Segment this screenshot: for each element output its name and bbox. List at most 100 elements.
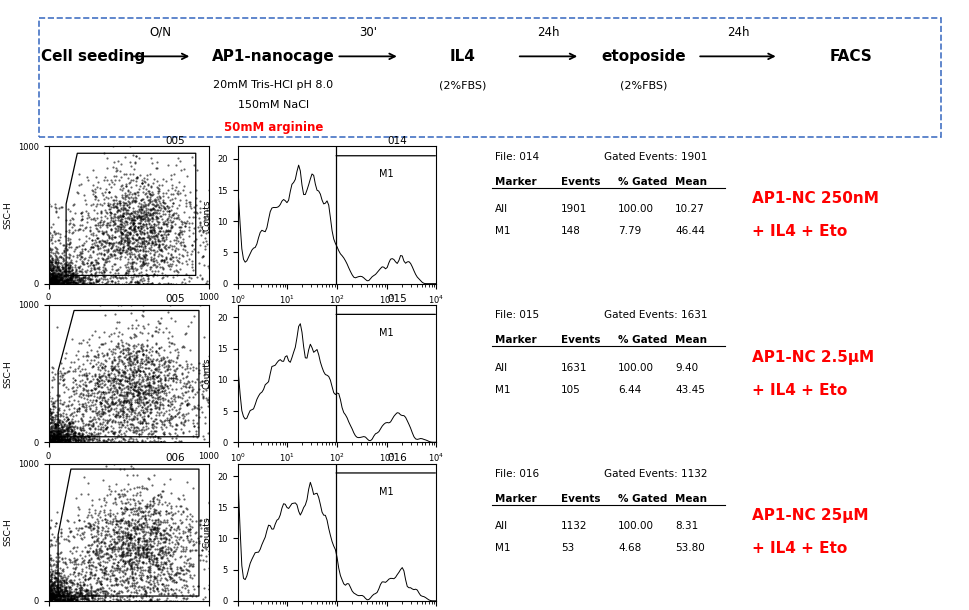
Point xyxy=(89,584,105,594)
Point xyxy=(60,594,76,604)
Point xyxy=(67,278,82,287)
Point xyxy=(155,517,171,527)
Point xyxy=(200,220,215,229)
Point xyxy=(90,421,106,431)
Point xyxy=(60,400,76,410)
Point xyxy=(47,414,62,424)
Point xyxy=(74,246,89,256)
Point xyxy=(42,278,57,288)
Point xyxy=(149,553,165,563)
Point xyxy=(88,565,104,575)
Point xyxy=(86,278,102,288)
Point xyxy=(119,239,135,248)
Point xyxy=(108,486,123,496)
Point xyxy=(113,420,129,430)
Point xyxy=(106,429,121,439)
Point xyxy=(82,519,98,529)
Point xyxy=(51,274,67,284)
Point xyxy=(43,426,58,436)
Point xyxy=(45,393,60,403)
Point xyxy=(45,591,60,601)
Point xyxy=(53,581,69,590)
Point xyxy=(165,548,180,558)
Point xyxy=(169,420,184,430)
Point xyxy=(99,548,114,558)
Point xyxy=(64,595,79,605)
Point xyxy=(143,595,159,605)
Point xyxy=(116,550,132,559)
Point xyxy=(46,436,61,445)
Point xyxy=(179,361,195,371)
Point xyxy=(126,553,141,563)
Point xyxy=(149,557,165,567)
Point xyxy=(171,267,186,277)
Point xyxy=(62,436,78,446)
Point xyxy=(71,596,86,606)
Point xyxy=(56,279,72,289)
Point xyxy=(90,362,106,372)
Point xyxy=(111,232,127,242)
Point xyxy=(70,435,85,445)
Point xyxy=(165,376,180,386)
Point xyxy=(113,356,129,365)
Point xyxy=(59,425,75,434)
Point xyxy=(53,590,69,600)
Point xyxy=(81,244,97,254)
Point xyxy=(51,570,67,580)
Point xyxy=(109,206,124,216)
Point xyxy=(78,258,94,268)
Point xyxy=(79,172,95,182)
Point xyxy=(148,356,164,365)
Point xyxy=(164,384,179,394)
Point xyxy=(41,199,56,209)
Point xyxy=(142,154,158,163)
Point xyxy=(125,523,141,533)
Point xyxy=(182,187,198,196)
Point xyxy=(47,590,62,600)
Point xyxy=(53,202,69,212)
Point xyxy=(142,181,158,191)
Point xyxy=(45,426,60,436)
Point xyxy=(60,262,76,272)
Point xyxy=(113,526,129,536)
Point xyxy=(113,221,129,231)
Point xyxy=(61,429,77,439)
Point xyxy=(69,271,84,281)
Point xyxy=(56,406,72,415)
Point xyxy=(44,580,59,589)
Point xyxy=(141,188,157,198)
Point xyxy=(78,585,94,595)
Point xyxy=(123,461,139,471)
Point xyxy=(44,274,59,284)
Point xyxy=(94,382,109,392)
Point xyxy=(87,569,103,579)
Point xyxy=(143,422,159,432)
Point xyxy=(112,227,128,237)
Point xyxy=(131,553,146,562)
Point xyxy=(54,595,70,605)
Point xyxy=(72,590,87,600)
Point xyxy=(47,254,62,264)
Point xyxy=(95,596,110,606)
Point xyxy=(115,391,131,401)
Point xyxy=(47,278,62,287)
Point xyxy=(109,596,125,606)
Point xyxy=(113,497,129,506)
Point xyxy=(131,423,146,433)
Point xyxy=(47,272,62,282)
Point xyxy=(150,596,166,606)
Point xyxy=(172,546,188,556)
Point xyxy=(140,596,155,606)
Point xyxy=(159,364,174,374)
Point xyxy=(89,240,105,250)
Point xyxy=(117,528,133,537)
Point xyxy=(121,519,137,529)
Point xyxy=(62,588,78,598)
Point xyxy=(111,379,127,389)
Point xyxy=(146,554,162,564)
Point xyxy=(150,187,166,196)
Point xyxy=(87,399,103,409)
Point xyxy=(152,381,168,390)
Point xyxy=(135,545,150,554)
Point xyxy=(91,554,107,564)
